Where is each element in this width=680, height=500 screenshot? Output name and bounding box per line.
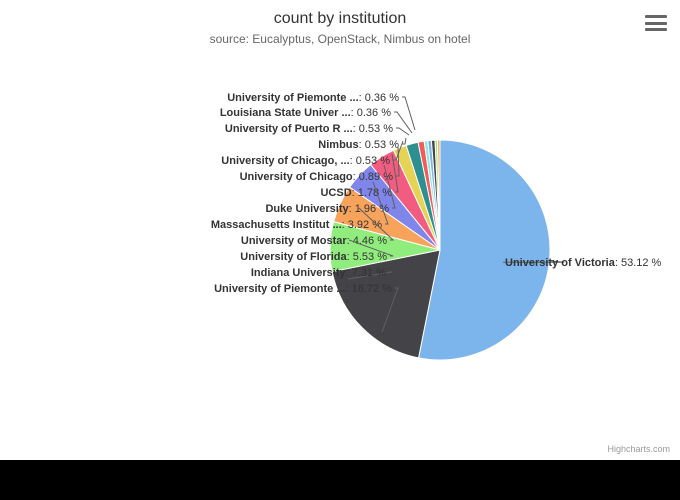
slice-label: University of Chicago: 0.89 % [240, 171, 394, 183]
hamburger-icon [645, 28, 667, 31]
slice-label: Louisiana State Univer ...: 0.36 % [220, 107, 391, 119]
slice-label: Nimbus: 0.53 % [318, 139, 399, 151]
chart-title: count by institution [0, 0, 680, 28]
slice-label: Indiana University: 7.31 % [251, 267, 386, 279]
hamburger-icon [645, 22, 667, 25]
slice-label: UCSD: 1.78 % [320, 187, 392, 199]
slice-label: Massachusetts Institut ...: 3.92 % [211, 219, 382, 231]
slice-label: University of Chicago, ...: 0.53 % [221, 155, 390, 167]
slice-label: University of Florida: 5.53 % [240, 251, 387, 263]
hamburger-icon [645, 15, 667, 18]
chart-container: count by institution source: Eucalyptus,… [0, 0, 680, 460]
slice-label: University of Piemonte ...: 18.72 % [214, 283, 392, 295]
slice-label: University of Piemonte ...: 0.36 % [227, 92, 399, 104]
chart-subtitle: source: Eucalyptus, OpenStack, Nimbus on… [0, 28, 680, 46]
export-menu-button[interactable] [644, 12, 668, 34]
page-footer-bar [0, 460, 680, 500]
slice-label: University of Puerto R ...: 0.53 % [225, 123, 393, 135]
slice-label: University of Mostar: 4.46 % [241, 235, 387, 247]
slice-label: Duke University: 1.96 % [265, 203, 389, 215]
slice-label: University of Victoria: 53.12 % [505, 257, 662, 269]
credits-link[interactable]: Highcharts.com [607, 444, 670, 454]
pie-chart: University of Victoria: 53.12 % Universit… [0, 60, 680, 450]
